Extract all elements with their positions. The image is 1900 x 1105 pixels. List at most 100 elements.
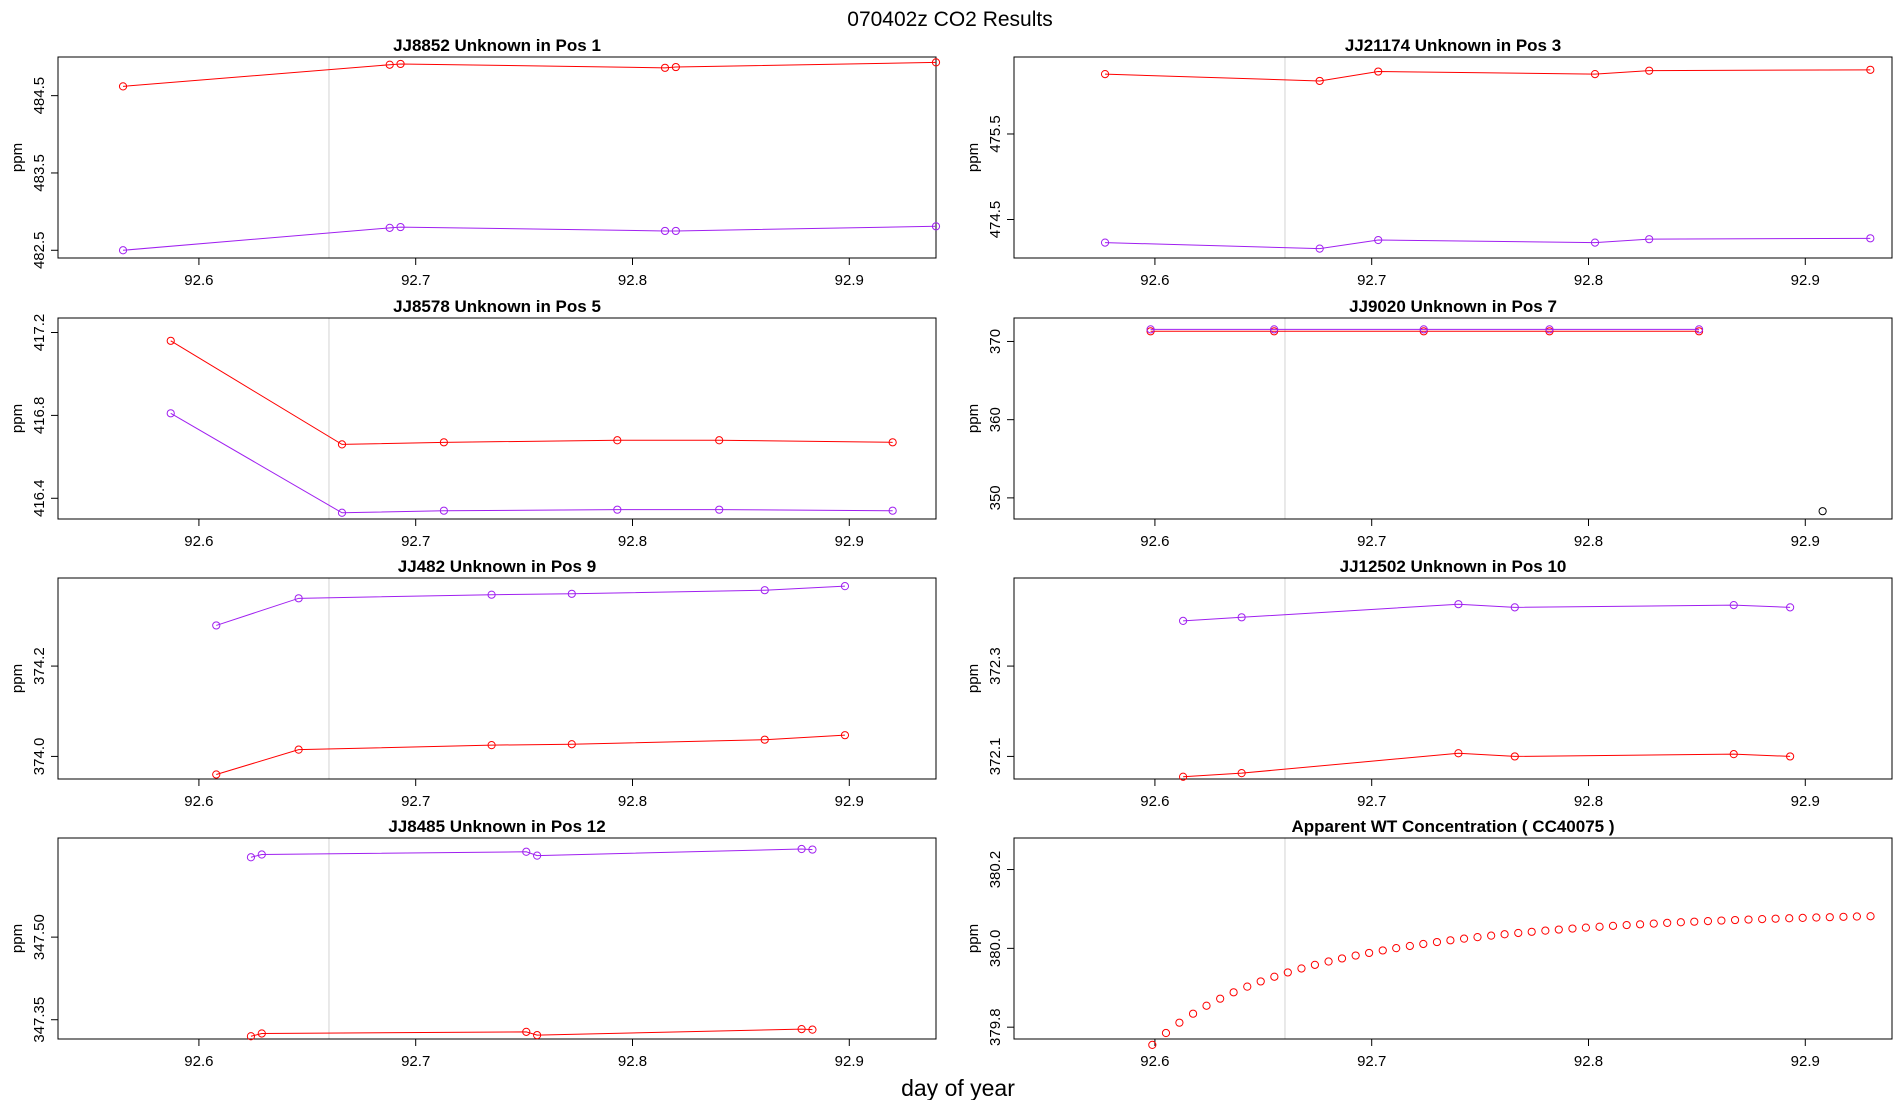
y-tick-label: 416.4 <box>31 480 48 518</box>
data-point-red <box>1243 982 1252 991</box>
data-point-red <box>1378 946 1387 955</box>
panel-title: JJ8578 Unknown in Pos 5 <box>393 297 601 316</box>
data-point-purple <box>1645 235 1654 244</box>
series-line-red <box>250 1028 813 1037</box>
data-point-red <box>1405 941 1414 951</box>
series-line-purple <box>1183 603 1791 622</box>
data-point-red <box>1500 930 1509 939</box>
data-point-red <box>294 745 303 754</box>
y-axis-label: ppm <box>965 143 982 172</box>
data-point-purple <box>671 226 680 236</box>
y-tick-label: 484.5 <box>31 77 48 115</box>
data-point-red <box>1315 76 1324 86</box>
data-point-purple <box>1315 244 1324 253</box>
x-tick-label: 92.6 <box>1140 1053 1169 1070</box>
x-tick-label: 92.8 <box>1574 272 1603 289</box>
data-point-red <box>1527 927 1536 936</box>
x-tick-label: 92.8 <box>1574 533 1603 550</box>
data-point-red <box>1703 917 1713 926</box>
data-point-red <box>1216 994 1225 1003</box>
data-point-red <box>1785 914 1794 923</box>
data-point-red <box>808 1025 817 1034</box>
panel-title: JJ8852 Unknown in Pos 1 <box>393 36 601 55</box>
data-point-purple <box>715 505 724 514</box>
data-point-red <box>671 62 680 72</box>
data-point-red <box>1622 920 1631 930</box>
data-point-red <box>1595 922 1604 931</box>
x-tick-label: 92.9 <box>835 793 864 810</box>
data-point-purple <box>660 226 670 236</box>
plot-frame <box>57 56 937 259</box>
data-point-purple <box>337 508 347 517</box>
y-tick-label: 417.2 <box>31 314 48 352</box>
x-tick-label: 92.6 <box>184 793 213 810</box>
y-tick-label: 379.8 <box>987 1008 1004 1046</box>
data-point-red <box>1554 925 1563 934</box>
data-point-red <box>1581 923 1590 932</box>
plot-frame <box>57 577 937 780</box>
data-point-red <box>1161 1028 1171 1038</box>
data-point-red <box>1786 752 1795 761</box>
x-tick-label: 92.8 <box>618 793 647 810</box>
data-point-red <box>1852 912 1861 921</box>
data-point-red <box>1459 934 1469 943</box>
x-axis-label: day of year <box>901 1075 1015 1100</box>
x-tick-label: 92.9 <box>835 1053 864 1070</box>
data-point-red <box>1178 772 1188 781</box>
data-point-red <box>1717 916 1726 925</box>
panel-title: JJ482 Unknown in Pos 9 <box>398 557 596 576</box>
data-point-red <box>1454 749 1463 758</box>
data-point-red <box>931 58 941 67</box>
data-point-purple <box>1419 325 1428 334</box>
data-point-red <box>1839 912 1848 921</box>
data-point-red <box>1730 915 1740 925</box>
y-tick-label: 360 <box>987 407 1004 432</box>
y-tick-label: 374.2 <box>31 647 48 685</box>
x-tick-label: 92.8 <box>1574 1053 1603 1070</box>
y-tick-label: 380.2 <box>987 851 1004 889</box>
y-tick-label: 475.5 <box>987 115 1004 153</box>
data-point-red <box>1202 1001 1211 1010</box>
x-tick-label: 92.7 <box>1357 793 1386 810</box>
data-point-red <box>1825 913 1834 922</box>
data-point-red <box>439 438 448 447</box>
data-point-red <box>257 1029 266 1038</box>
data-point-purple <box>257 850 266 859</box>
panel-1: JJ8852 Unknown in Pos 1 92.6 92.7 92.8 92.9 4… <box>9 36 941 289</box>
data-point-red <box>396 59 405 69</box>
data-point-red <box>1337 954 1347 963</box>
series-line-purple <box>1105 237 1871 250</box>
data-point-red <box>1645 66 1654 75</box>
data-point-red <box>1676 918 1685 927</box>
y-axis-label: ppm <box>965 924 982 953</box>
data-point-red <box>1758 915 1767 924</box>
x-tick-label: 92.9 <box>1791 793 1820 810</box>
x-tick-label: 92.8 <box>1574 793 1603 810</box>
data-point-red <box>1771 914 1780 923</box>
x-tick-label: 92.8 <box>618 1053 647 1070</box>
data-point-red <box>1237 769 1246 778</box>
data-point-red <box>1229 988 1238 997</box>
data-point-purple <box>294 594 303 603</box>
data-point-red <box>715 436 724 445</box>
page-title: 070402z CO2 Results <box>847 8 1052 31</box>
y-tick-label: 380.0 <box>987 930 1004 968</box>
panel-3: JJ8578 Unknown in Pos 5 92.6 92.7 92.8 92.9 4… <box>9 297 937 550</box>
data-point-purple <box>1374 235 1383 245</box>
y-axis-label: ppm <box>9 404 26 433</box>
x-tick-label: 92.9 <box>1791 1053 1820 1070</box>
data-point-purple <box>1590 238 1600 247</box>
data-point-red <box>840 731 850 740</box>
data-point-red <box>1510 752 1519 761</box>
series-line-purple <box>250 848 813 858</box>
data-point-purple <box>613 505 622 514</box>
panel-4: JJ9020 Unknown in Pos 7 92.6 92.7 92.8 92.9 3… <box>965 297 1893 550</box>
data-point-purple <box>931 222 941 231</box>
data-point-red <box>660 63 670 72</box>
data-point-purple <box>396 222 405 232</box>
data-point-red <box>522 1027 531 1036</box>
plot-frame <box>1013 837 1893 1040</box>
y-tick-label: 374.0 <box>31 738 48 776</box>
data-point-purple <box>1510 603 1519 612</box>
x-tick-label: 92.8 <box>618 272 647 289</box>
